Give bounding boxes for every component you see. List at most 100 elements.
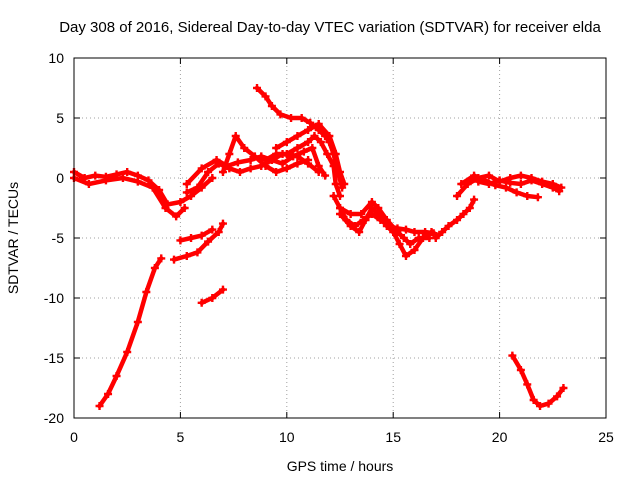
data-point <box>457 180 466 188</box>
y-tick-label: 5 <box>56 110 64 126</box>
data-point <box>304 159 313 168</box>
data-point <box>453 216 462 224</box>
data-point <box>218 219 227 228</box>
data-point <box>80 174 89 182</box>
x-tick-label: 10 <box>279 429 295 445</box>
x-tick-label: 5 <box>177 429 185 445</box>
data-point <box>425 234 434 242</box>
y-tick-label: 0 <box>56 170 64 186</box>
data-point <box>410 228 419 236</box>
x-tick-label: 25 <box>598 429 614 445</box>
data-series-track-19 <box>474 176 564 196</box>
data-point <box>148 183 157 192</box>
data-point <box>484 180 493 188</box>
data-point <box>310 132 319 140</box>
series-line <box>178 227 215 243</box>
data-point <box>193 248 202 257</box>
data-point <box>453 192 462 200</box>
data-point <box>321 171 330 180</box>
data-point <box>355 228 364 236</box>
data-point <box>104 390 113 398</box>
data-point <box>272 168 281 176</box>
data-point <box>304 126 313 134</box>
data-point <box>382 222 391 230</box>
grid-lines <box>74 58 606 418</box>
data-point <box>112 372 121 380</box>
y-tick-label: -20 <box>44 410 64 426</box>
data-point <box>553 392 562 401</box>
data-point <box>267 102 276 110</box>
data-point <box>297 114 306 122</box>
data-point <box>329 192 338 200</box>
data-point <box>431 234 440 242</box>
data-point <box>340 180 349 188</box>
data-series-track-3 <box>95 254 166 410</box>
data-point <box>393 228 402 236</box>
data-point <box>512 188 521 197</box>
data-point <box>395 240 404 248</box>
data-point <box>261 156 270 164</box>
data-point <box>331 180 340 188</box>
data-point <box>187 192 196 200</box>
data-point <box>516 171 525 180</box>
data-point <box>299 147 308 156</box>
data-point <box>118 174 127 182</box>
data-point <box>357 210 366 218</box>
data-point <box>536 402 545 410</box>
data-point <box>142 288 151 296</box>
data-point <box>278 159 287 168</box>
data-point <box>316 138 325 146</box>
data-point <box>253 84 262 92</box>
data-point <box>84 180 93 188</box>
data-point <box>480 176 489 185</box>
data-point <box>367 210 376 218</box>
data-point <box>91 171 100 180</box>
data-point <box>218 168 227 176</box>
data-point <box>204 237 213 246</box>
data-point <box>336 204 344 212</box>
data-point <box>533 193 542 202</box>
data-point <box>187 234 196 242</box>
data-point <box>163 200 172 209</box>
x-tick-label: 20 <box>492 429 508 445</box>
data-point <box>231 132 240 140</box>
data-point <box>374 210 383 218</box>
data-point <box>208 294 217 302</box>
data-point <box>293 144 302 152</box>
data-point <box>346 210 355 218</box>
y-tick-label: 10 <box>48 50 64 66</box>
data-point <box>172 212 181 221</box>
data-point <box>501 183 510 192</box>
data-point <box>544 399 553 408</box>
data-point <box>401 225 410 234</box>
data-point <box>293 159 302 168</box>
data-point <box>367 204 376 212</box>
data-point <box>516 180 525 188</box>
data-series-track-20 <box>508 351 568 410</box>
data-point <box>470 195 479 204</box>
data-series-track-6 <box>197 285 227 307</box>
series-line <box>510 353 566 409</box>
data-point <box>225 150 234 158</box>
data-point <box>170 255 179 264</box>
data-point <box>101 176 110 185</box>
data-point <box>197 231 206 240</box>
data-point <box>235 168 244 176</box>
data-point <box>208 174 217 182</box>
data-point <box>399 234 408 242</box>
data-point <box>346 222 355 230</box>
series-line <box>97 256 164 409</box>
data-point <box>133 171 142 180</box>
data-point <box>308 144 317 152</box>
data-point <box>506 178 515 187</box>
data-point <box>133 318 142 326</box>
y-axis-label: SDTVAR / TECUs <box>5 182 21 294</box>
data-series-track-12 <box>272 120 349 188</box>
data-series-track-11 <box>261 132 344 200</box>
data-point <box>527 176 536 185</box>
data-point <box>287 114 296 122</box>
data-point <box>314 126 323 134</box>
data-point <box>538 180 547 188</box>
data-point <box>240 144 249 152</box>
data-point <box>157 254 166 263</box>
